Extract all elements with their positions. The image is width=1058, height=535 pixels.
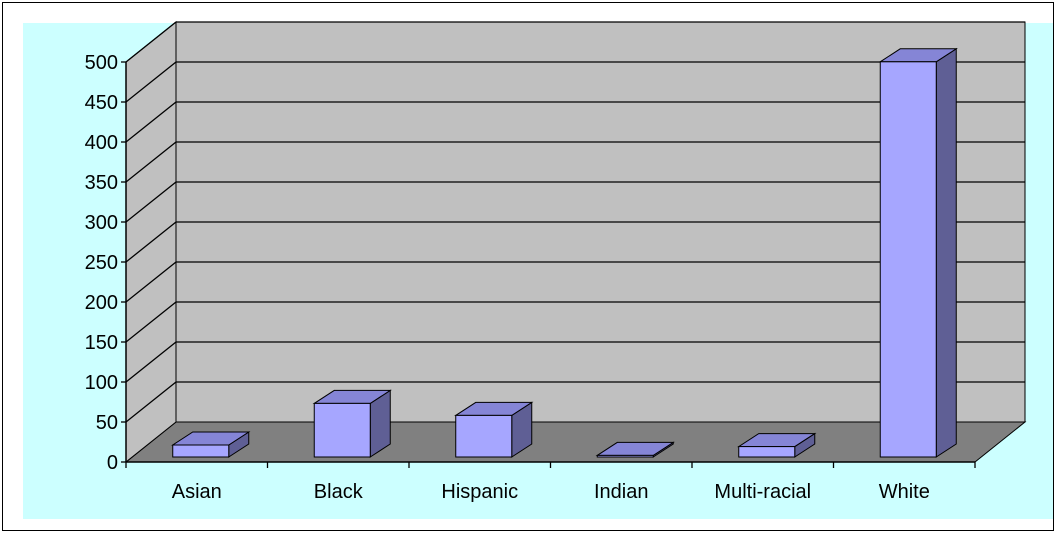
gridline-diagonal [125, 381, 177, 423]
bar-indian [595, 441, 675, 458]
x-axis-category-labels: Asian Black Hispanic Indian Multi-racial Whit… [172, 481, 930, 503]
bar-chart: 0 50 100 150 200 250 300 350 400 450 500 Asian Blac… [23, 20, 1053, 519]
x-category-label: Indian [594, 481, 649, 503]
gridline-diagonal [125, 261, 177, 303]
y-tick-label: 0 [107, 452, 118, 474]
bar-hispanic [454, 401, 534, 458]
bar-side-face [935, 47, 957, 458]
x-category-label: Multi-racial [714, 481, 811, 503]
y-tick-label: 500 [85, 52, 118, 74]
bar-front-face [596, 454, 654, 458]
y-tick-label: 50 [96, 412, 118, 434]
bar-multi-racial [737, 432, 817, 458]
gridline-diagonal [125, 221, 177, 263]
gridline-diagonal [125, 141, 177, 183]
bar-front-face [313, 402, 371, 458]
y-tick-label: 250 [85, 252, 118, 274]
x-category-label: Black [314, 481, 364, 503]
y-tick-label: 100 [85, 372, 118, 394]
gridline-diagonal [125, 101, 177, 143]
bar-black [312, 389, 392, 458]
y-tick-label: 450 [85, 92, 118, 114]
x-category-label: Asian [172, 481, 222, 503]
gridline-diagonal [125, 21, 177, 63]
bar-white [878, 47, 958, 458]
bars [171, 47, 958, 458]
bar-asian [171, 431, 251, 458]
bar-front-face [455, 414, 513, 458]
y-tick-label: 400 [85, 132, 118, 154]
gridline-diagonal [125, 181, 177, 223]
x-category-label: White [879, 481, 930, 503]
gridline-diagonal [125, 341, 177, 383]
bar-front-face [172, 444, 230, 458]
y-tick-label: 150 [85, 332, 118, 354]
y-tick-label: 200 [85, 292, 118, 314]
bar-front-face [738, 446, 796, 458]
bar-front-face [879, 61, 937, 458]
gridline-diagonal [125, 61, 177, 103]
y-tick-label: 300 [85, 212, 118, 234]
y-axis-tick-labels: 0 50 100 150 200 250 300 350 400 450 500 [85, 52, 118, 474]
gridline-diagonal [125, 301, 177, 343]
axes [121, 61, 976, 468]
x-category-label: Hispanic [441, 481, 518, 503]
y-tick-label: 350 [85, 172, 118, 194]
